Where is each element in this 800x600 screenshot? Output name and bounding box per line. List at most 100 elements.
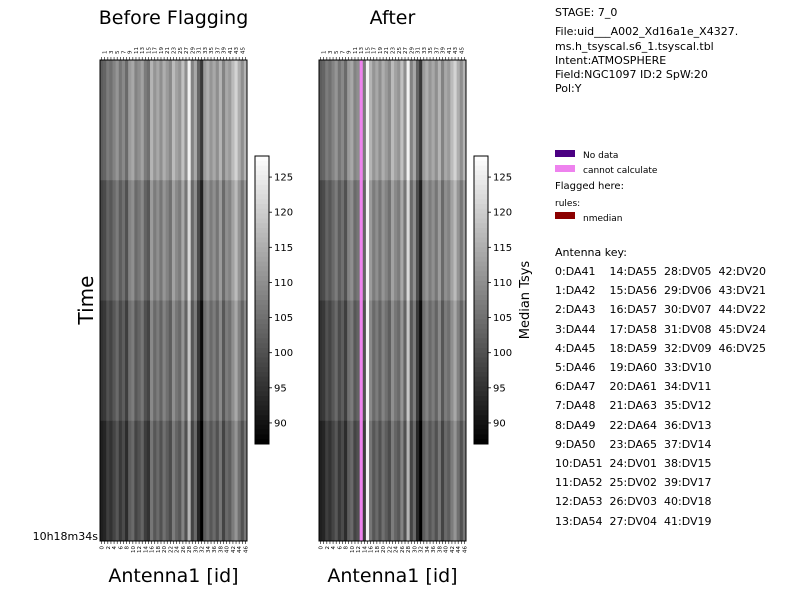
heatmap-cell <box>412 420 417 542</box>
heatmap-cell <box>356 420 361 542</box>
heatmap-cell <box>347 180 351 301</box>
colorbar-step <box>474 434 488 440</box>
heatmap-cell <box>353 180 357 301</box>
flagged-here-label: Flagged here: <box>555 181 624 192</box>
heatmap-cell <box>459 60 464 181</box>
heatmap-cell <box>340 60 345 181</box>
top-tick-label: 37 <box>434 47 440 54</box>
heatmap-cell <box>437 420 442 542</box>
colorbar-tick-label: 120 <box>274 208 293 219</box>
heatmap-cell <box>243 300 248 422</box>
stage-text: STAGE: 7_0 <box>555 6 618 19</box>
heatmap-cell <box>225 60 229 181</box>
pol-text: Pol:Y <box>555 82 582 95</box>
heatmap-cell <box>331 420 335 542</box>
colorbar-step <box>255 184 269 190</box>
top-tick-label: 9 <box>347 50 353 54</box>
colorbar-step <box>474 300 488 306</box>
top-tick-label: 33 <box>422 47 428 54</box>
colorbar-step <box>255 348 269 354</box>
bottom-tick-label: 2 <box>106 546 112 550</box>
heatmap-cell <box>146 420 151 542</box>
antenna-key-line: 11:DA52 25:DV02 39:DV17 <box>555 476 712 490</box>
y-axis-label: Time <box>74 276 98 326</box>
heatmap-cell <box>378 420 382 542</box>
colorbar-step <box>474 252 488 258</box>
heatmap-cell <box>406 300 411 422</box>
heatmap-cell <box>453 60 457 181</box>
field-text: Field:NGC1097 ID:2 SpW:20 <box>555 68 708 81</box>
heatmap-cell <box>193 300 198 422</box>
heatmap-cell <box>419 420 423 542</box>
heatmap-cell <box>140 300 145 422</box>
heatmap-cell <box>137 300 142 422</box>
heatmap-cell <box>143 60 148 181</box>
colorbar-step <box>474 213 488 219</box>
colorbar-step <box>255 338 269 344</box>
heatmap-cell <box>178 180 182 301</box>
heatmap-cell <box>171 180 176 301</box>
colorbar-tick-label: 115 <box>493 243 512 254</box>
heatmap-cell <box>162 420 167 542</box>
top-tick-label: 45 <box>240 47 246 54</box>
heatmap-cell <box>131 300 135 422</box>
top-tick-label: 17 <box>372 47 378 54</box>
heatmap-cell <box>322 420 326 542</box>
heatmap-cell <box>118 300 123 422</box>
colorbar-step <box>474 218 488 224</box>
heatmap-cell <box>181 420 185 542</box>
heatmap-cell <box>425 60 429 181</box>
colorbar-step <box>474 204 488 210</box>
colorbar-step <box>255 204 269 210</box>
heatmap-cell <box>444 300 448 422</box>
no-data-label: No data <box>583 151 619 161</box>
bottom-tick-label: 24 <box>394 546 400 553</box>
heatmap-cell <box>353 60 357 181</box>
top-tick-label: 27 <box>184 47 190 54</box>
colorbar-step <box>474 304 488 310</box>
heatmap-cell <box>134 420 138 542</box>
antenna-key-line: 1:DA42 15:DA56 29:DV06 43:DV21 <box>555 284 766 298</box>
heatmap-cell <box>434 420 439 542</box>
heatmap-cell <box>165 180 170 301</box>
heatmap-cell <box>125 180 129 301</box>
heatmap-cell <box>190 180 195 301</box>
colorbar-step <box>474 362 488 368</box>
colorbar-step <box>255 266 269 272</box>
heatmap-cell <box>156 60 160 181</box>
heatmap-cell <box>121 60 126 181</box>
colorbar-step <box>474 381 488 387</box>
top-tick-label: 21 <box>384 47 390 54</box>
colorbar-step <box>474 194 488 200</box>
top-tick-label: 25 <box>397 47 403 54</box>
colorbar-step <box>255 314 269 320</box>
top-tick-label: 11 <box>134 47 140 54</box>
colorbar-step <box>474 391 488 397</box>
bottom-tick-label: 34 <box>206 546 212 553</box>
heatmap-cell <box>390 300 395 422</box>
colorbar-frame <box>254 155 270 445</box>
heatmap-cell <box>175 180 179 301</box>
heatmap-cell <box>440 60 445 181</box>
antenna-key-line: 7:DA48 21:DA63 35:DV12 <box>555 399 712 413</box>
heatmap-cell <box>115 60 120 181</box>
colorbar-step <box>255 420 269 426</box>
colorbar-step <box>255 290 269 296</box>
colorbar-step <box>255 280 269 286</box>
heatmap-cell <box>359 420 364 542</box>
colorbar-step <box>474 357 488 363</box>
heatmap-cell <box>218 180 223 301</box>
heatmap-cell <box>390 60 395 181</box>
heatmap-cell <box>409 300 414 422</box>
top-tick-label: 19 <box>378 47 384 54</box>
colorbar-step <box>255 328 269 334</box>
heatmap-cell <box>237 420 242 542</box>
bottom-tick-label: 18 <box>375 546 381 553</box>
colorbar-tick-label: 110 <box>493 278 512 289</box>
heatmap-cell <box>184 60 188 181</box>
bottom-tick-label: 6 <box>337 546 343 550</box>
colorbar-tick-label: 95 <box>493 383 506 394</box>
bottom-tick-label: 24 <box>175 546 181 553</box>
heatmap-cell <box>137 60 142 181</box>
top-tick-label: 33 <box>203 47 209 54</box>
